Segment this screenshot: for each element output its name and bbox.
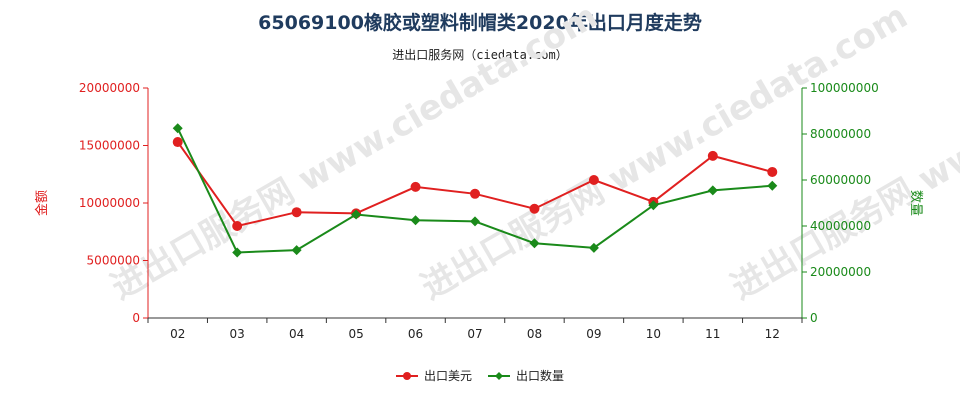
- data-point-1: [707, 150, 718, 161]
- data-point-2: [410, 215, 421, 226]
- x-tick-label: 09: [586, 327, 601, 341]
- y-tick-label-right: 40000000: [810, 219, 871, 233]
- data-point-2: [351, 209, 362, 220]
- y-tick-label-left: 5000000: [87, 254, 140, 268]
- y-tick-label-right: 20000000: [810, 265, 871, 279]
- chart-axes: 0 5000000 10000000 15000000 20000000 0 2000000…: [34, 81, 923, 341]
- data-point-1: [529, 203, 540, 214]
- data-point-2: [232, 247, 243, 258]
- y-tick-label-right: 100000000: [810, 81, 879, 95]
- legend-swatch-marker: [495, 372, 503, 380]
- y-axis-right-label: 数量: [908, 190, 923, 216]
- data-point-2: [588, 242, 599, 253]
- watermark-text: 进出口服务网 www.ciedata.com: [415, 0, 915, 308]
- y-tick-label-right: 80000000: [810, 127, 871, 141]
- data-point-1: [410, 181, 421, 192]
- x-tick-label: 11: [705, 327, 720, 341]
- x-tick-label: 02: [170, 327, 185, 341]
- legend-label: 出口数量: [516, 368, 564, 383]
- chart-subtitle: 进出口服务网（ciedata.com）: [392, 48, 568, 62]
- data-point-2: [172, 123, 183, 134]
- x-tick-label: 04: [289, 327, 304, 341]
- data-point-1: [588, 175, 599, 185]
- legend-swatch-marker: [403, 372, 411, 380]
- y-tick-label-left: 10000000: [79, 196, 140, 210]
- legend-label: 出口美元: [424, 369, 472, 383]
- chart-legend[interactable]: 出口美元 出口数量: [396, 368, 564, 383]
- x-tick-label: 03: [230, 327, 245, 341]
- data-point-2: [707, 185, 718, 196]
- chart-title: 65069100橡胶或塑料制帽类2020年出口月度走势: [258, 12, 702, 34]
- y-tick-label-left: 20000000: [79, 81, 140, 95]
- data-point-2: [470, 216, 480, 227]
- plot-area: [172, 123, 778, 258]
- data-point-2: [529, 238, 540, 249]
- watermark-text: 进出口服务网 www.ciedata.com: [105, 0, 605, 308]
- y-tick-label-left: 0: [132, 311, 140, 325]
- x-tick-label: 10: [646, 327, 661, 341]
- y-axis-left-label: 金额: [34, 190, 50, 216]
- x-tick-label: 08: [527, 327, 542, 341]
- x-tick-label: 07: [467, 327, 482, 341]
- data-point-2: [767, 180, 778, 191]
- y-tick-label-left: 15000000: [79, 139, 140, 153]
- data-point-2: [291, 245, 302, 256]
- x-tick-label: 05: [348, 327, 363, 341]
- data-point-2: [648, 200, 659, 211]
- y-tick-label-right: 0: [810, 311, 818, 325]
- x-tick-label: 12: [765, 327, 780, 341]
- x-tick-label: 06: [408, 327, 423, 341]
- data-point-1: [172, 137, 183, 148]
- data-point-1: [291, 207, 302, 218]
- y-tick-label-right: 60000000: [810, 173, 871, 187]
- data-point-1: [767, 166, 778, 177]
- data-point-1: [470, 188, 480, 199]
- data-point-1: [232, 221, 243, 231]
